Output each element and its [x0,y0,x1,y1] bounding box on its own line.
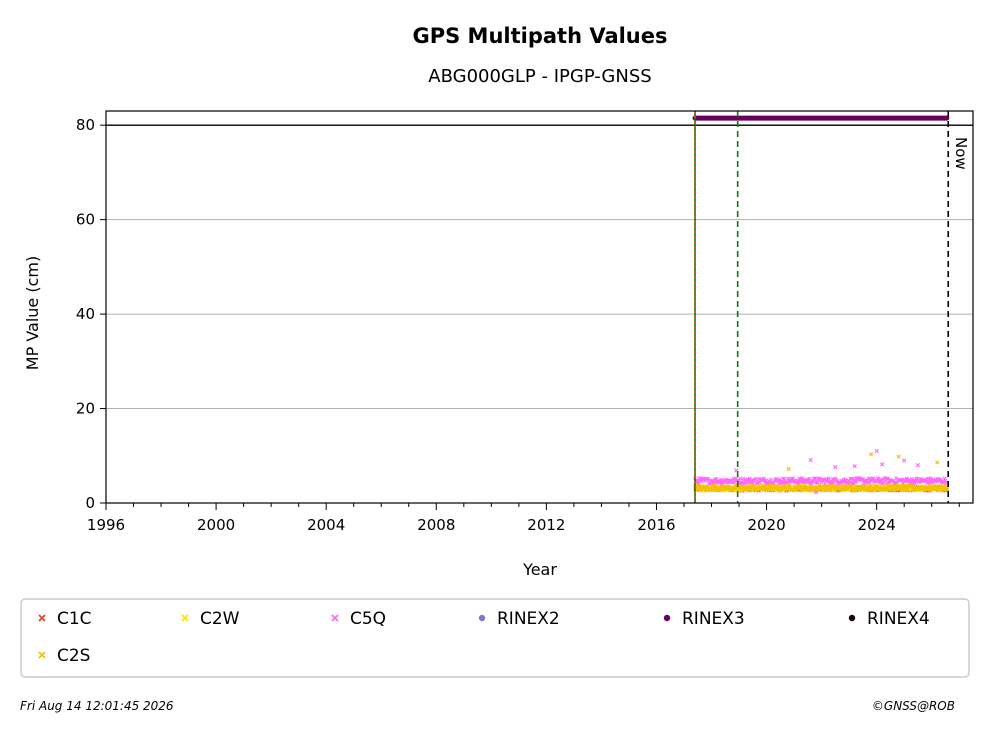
outlier-3 [879,462,885,467]
point-c5q-162 [813,476,818,481]
legend-item-c2s: C2S [38,646,90,666]
legend-item-rinex2: RINEX2 [478,609,560,629]
point-c2s-212 [850,484,855,489]
point-c5q-139 [796,481,801,486]
y-axis-ticks: 0 20 40 60 80 [76,116,106,512]
y-tick-label-60: 60 [76,211,95,229]
footer-timestamp: Fri Aug 14 12:01:45 2026 [20,699,174,713]
outlier-5 [902,458,907,463]
footer-copyright: ©GNSS@ROB [872,699,955,713]
point-c2s-199 [840,488,845,493]
point-c5q-165 [815,480,820,485]
legend-item-rinex3: RINEX3 [663,609,745,629]
point-c2s-263 [888,488,893,493]
legend-item-c5q: C5Q [331,609,386,629]
legend-label-c2s: C2S [57,646,90,666]
y-tick-label-0: 0 [85,494,95,512]
chart-title: GPS Multipath Values [412,24,667,48]
point-c5q-217 [854,480,859,485]
point-c2s-204 [844,484,849,489]
outlier-1 [868,452,874,457]
legend-label-c2w: C2W [200,609,240,629]
chart-subtitle: ABG000GLP - IPGP-GNSS [428,66,651,87]
point-c2s-339 [944,486,949,491]
outlier-9 [852,463,857,469]
point-c5q-102 [768,477,773,482]
point-c2s-138 [795,488,800,493]
point-c5q-186 [831,480,836,485]
y-tick-label-20: 20 [76,400,95,418]
y-axis-label: MP Value (cm) [23,256,42,370]
x-tick-label-2016: 2016 [637,516,675,534]
y-tick-label-40: 40 [76,305,95,323]
now-label: Now [952,137,970,170]
point-c2s-334 [941,484,946,489]
point-c5q-120 [782,476,787,481]
legend-item-c1c: C1C [38,609,92,629]
legend-label-rinex3: RINEX3 [682,609,745,629]
outlier-points [734,448,940,495]
legend-label-c5q: C5Q [350,609,386,629]
y-tick-label-80: 80 [76,116,95,134]
point-c5q-115 [778,477,783,482]
point-c5q-65 [741,476,746,481]
legend: C1C C2W C5Q RINEX2 RINEX3 RINEX4 C2S [38,609,930,666]
point-c5q-132 [791,476,796,481]
legend-label-rinex4: RINEX4 [867,609,930,629]
x-tick-label-2004: 2004 [307,516,345,534]
series-c2s [693,483,949,493]
legend-marker-c2w [181,614,189,622]
x-axis-label: Year [522,560,557,579]
outlier-12 [813,489,819,495]
outlier-7 [935,460,940,465]
x-tick-label-2020: 2020 [747,516,785,534]
series-c5q [693,476,949,486]
legend-marker-rinex4 [848,614,856,622]
legend-box [20,598,970,678]
legend-marker-c2s [38,651,46,659]
outlier-2 [874,448,879,454]
point-c2s-175 [823,488,828,493]
legend-label-c1c: C1C [57,609,92,629]
point-c5q-180 [826,476,831,481]
point-c5q-35 [719,477,723,482]
grid-lines [106,124,973,410]
x-axis-ticks: 1996 2000 2004 2008 2012 2016 2020 2024 [87,503,960,534]
legend-marker-c5q [331,614,339,622]
data-points [692,115,950,495]
plot-area-frame [105,110,974,504]
x-tick-label-2000: 2000 [197,516,235,534]
x-tick-label-1996: 1996 [87,516,125,534]
legend-marker-rinex3 [663,614,671,622]
outlier-4 [896,454,901,459]
legend-item-c2w: C2W [181,609,240,629]
outlier-6 [915,463,921,468]
legend-marker-rinex2 [478,614,486,622]
x-tick-label-2008: 2008 [417,516,455,534]
outlier-10 [786,466,791,472]
outlier-0 [808,457,813,463]
x-tick-label-2012: 2012 [527,516,565,534]
vertical-event-lines: Now [694,111,970,503]
legend-item-rinex4: RINEX4 [848,609,930,629]
point-c5q-78 [750,481,755,486]
outlier-8 [833,464,838,470]
legend-marker-c1c [38,614,46,622]
legend-label-rinex2: RINEX2 [497,609,560,629]
point-c5q-144 [799,476,804,481]
x-tick-label-2024: 2024 [858,516,896,534]
